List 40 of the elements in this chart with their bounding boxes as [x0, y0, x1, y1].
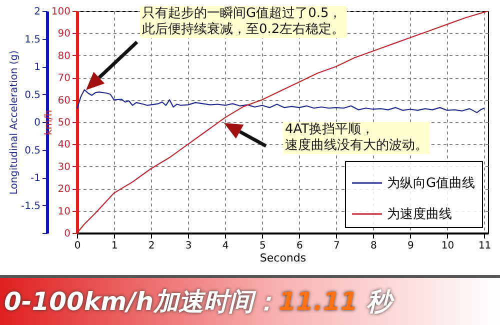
y-tick-label: 10 — [58, 206, 70, 218]
y-tick-label: 100 — [51, 6, 70, 18]
x-tick-label: 0 — [74, 240, 81, 252]
y-tick-label: 0 — [64, 228, 70, 240]
annotation: 4AT换挡平顺，速度曲线没有大的波动。 — [283, 122, 430, 154]
y2-tick-label: 1.5 — [24, 34, 40, 46]
x-tick-label: 1 — [111, 240, 118, 252]
y2-tick-label: -1 — [30, 173, 40, 184]
x-tick-label: 8 — [370, 240, 377, 252]
y-axis-title: km/h — [43, 110, 54, 136]
y2-tick-label: 0.5 — [24, 145, 40, 156]
y-tick-label: 20 — [58, 184, 70, 196]
y-tick-label: 30 — [58, 162, 70, 173]
x-tick-label: 3 — [185, 240, 192, 252]
legend-label: 为纵向G值曲线 — [387, 176, 476, 191]
y2-axis-title: Longitudinal Acceleration (g) — [8, 50, 20, 195]
x-tick-label: 10 — [441, 240, 454, 252]
y-tick-label: 90 — [58, 28, 70, 40]
x-axis-title: Seconds — [260, 252, 306, 264]
y-tick-label: 70 — [58, 73, 70, 84]
x-tick-label: 7 — [334, 240, 340, 252]
y-tick-label: 60 — [58, 95, 70, 106]
y-tick-label: 50 — [58, 118, 70, 128]
y2-tick-label: 0.5 — [24, 90, 40, 101]
y2-tick-label: 1 — [34, 62, 40, 73]
x-tick-label: 4 — [222, 240, 229, 252]
annotation: 只有起步的一瞬间G值超过了0.5，此后便持续衰减，至0.2左右稳定。 — [140, 6, 347, 38]
y-tick-label: 80 — [58, 50, 70, 62]
y2-tick-label: 0 — [34, 118, 40, 128]
x-tick-label: 6 — [296, 240, 303, 252]
x-tick-label: 11 — [478, 240, 492, 252]
text: 0-100km/h加速时间：11.11 秒 — [0, 275, 500, 325]
x-tick-label: 5 — [259, 240, 266, 252]
y2-tick-label: -1.5 — [20, 200, 40, 212]
line-series — [77, 89, 485, 114]
x-tick-label: 9 — [408, 240, 414, 252]
y-tick-label: 40 — [58, 140, 70, 151]
x-tick-label: 2 — [148, 240, 155, 252]
y2-tick-label: 2 — [34, 6, 40, 18]
legend-label: 为速度曲线 — [387, 206, 452, 222]
